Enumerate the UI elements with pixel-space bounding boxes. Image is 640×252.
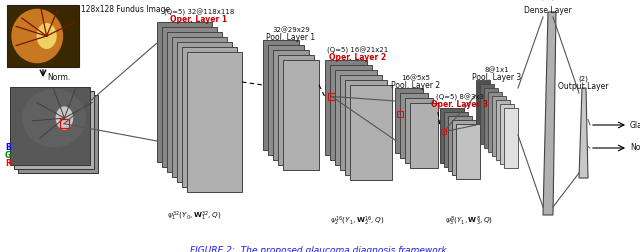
Bar <box>484 88 498 148</box>
Bar <box>500 104 514 164</box>
Bar <box>14 91 94 169</box>
Text: (2): (2) <box>578 76 588 82</box>
Text: Dense Layer: Dense Layer <box>524 6 572 15</box>
Text: Oper. Layer 3: Oper. Layer 3 <box>431 100 488 109</box>
Bar <box>440 108 464 163</box>
Bar <box>172 37 227 177</box>
Text: Output Layer: Output Layer <box>557 82 608 91</box>
Bar <box>278 55 314 165</box>
Bar <box>325 60 367 155</box>
Text: $\psi_3^{8}(Y_1, \mathbf{W}_3^{8}, Q)$: $\psi_3^{8}(Y_1, \mathbf{W}_3^{8}, Q)$ <box>445 215 493 228</box>
Text: $\psi_2^{16}(Y_1, \mathbf{W}_2^{16}, Q)$: $\psi_2^{16}(Y_1, \mathbf{W}_2^{16}, Q)$ <box>330 215 385 228</box>
Bar <box>268 45 304 155</box>
Bar <box>60 119 68 128</box>
Polygon shape <box>579 88 588 178</box>
Bar <box>7 5 79 67</box>
Text: 128x128 Fundus Image: 128x128 Fundus Image <box>81 5 170 14</box>
Bar <box>350 85 392 180</box>
Bar <box>157 22 212 162</box>
Text: 32@29x29: 32@29x29 <box>272 27 310 34</box>
Bar <box>345 80 387 175</box>
Ellipse shape <box>56 106 73 130</box>
Bar <box>444 112 468 167</box>
Text: (Q=5) 32@118x118: (Q=5) 32@118x118 <box>164 9 234 16</box>
Bar <box>448 116 472 171</box>
Bar <box>18 95 98 173</box>
Text: Oper. Layer 1: Oper. Layer 1 <box>170 15 228 24</box>
Text: Oper. Layer 2: Oper. Layer 2 <box>330 53 387 62</box>
Bar <box>504 108 518 168</box>
Bar <box>496 100 510 160</box>
Ellipse shape <box>12 9 63 63</box>
Text: B: B <box>5 143 11 152</box>
Text: G: G <box>5 151 12 160</box>
Bar <box>405 98 433 163</box>
Text: 8@1x1: 8@1x1 <box>484 67 509 74</box>
Bar <box>480 84 494 144</box>
Bar <box>10 87 90 165</box>
Bar <box>273 50 309 160</box>
Bar <box>456 124 480 179</box>
Bar <box>167 32 222 172</box>
Text: FIGURE 2:  The proposed glaucoma diagnosis framework.: FIGURE 2: The proposed glaucoma diagnosi… <box>190 246 450 252</box>
Bar <box>182 47 237 187</box>
Bar <box>162 27 217 167</box>
Bar <box>335 70 377 165</box>
Bar <box>488 92 502 152</box>
Ellipse shape <box>36 23 57 49</box>
Text: Pool. Layer 2: Pool. Layer 2 <box>392 81 440 90</box>
Bar <box>283 60 319 170</box>
Bar <box>441 129 446 134</box>
Text: (Q=5) 8@3x3: (Q=5) 8@3x3 <box>436 94 484 101</box>
Bar <box>395 88 423 153</box>
Polygon shape <box>543 12 556 215</box>
Text: 16@5x5: 16@5x5 <box>401 75 431 81</box>
Text: Normal: Normal <box>630 143 640 152</box>
Text: Pool. Layer 3: Pool. Layer 3 <box>472 73 522 82</box>
Text: $\psi_1^{32}(Y_0, \mathbf{W}_1^{32}, Q)$: $\psi_1^{32}(Y_0, \mathbf{W}_1^{32}, Q)$ <box>167 210 221 223</box>
Text: Norm.: Norm. <box>47 73 70 82</box>
Ellipse shape <box>22 89 86 147</box>
Bar <box>452 120 476 175</box>
Text: Pool. Layer 1: Pool. Layer 1 <box>266 33 316 42</box>
Bar <box>340 75 382 170</box>
Bar <box>397 111 403 117</box>
Bar <box>328 93 335 100</box>
Text: R: R <box>5 159 11 168</box>
Bar <box>263 40 299 150</box>
Bar <box>187 52 242 192</box>
Text: (Q=5) 16@21x21: (Q=5) 16@21x21 <box>328 47 388 54</box>
Bar <box>330 65 372 160</box>
Bar <box>410 103 438 168</box>
Text: Glaucoma: Glaucoma <box>630 120 640 130</box>
Bar <box>492 96 506 156</box>
Bar <box>177 42 232 182</box>
Bar <box>400 93 428 158</box>
Bar <box>476 80 490 140</box>
